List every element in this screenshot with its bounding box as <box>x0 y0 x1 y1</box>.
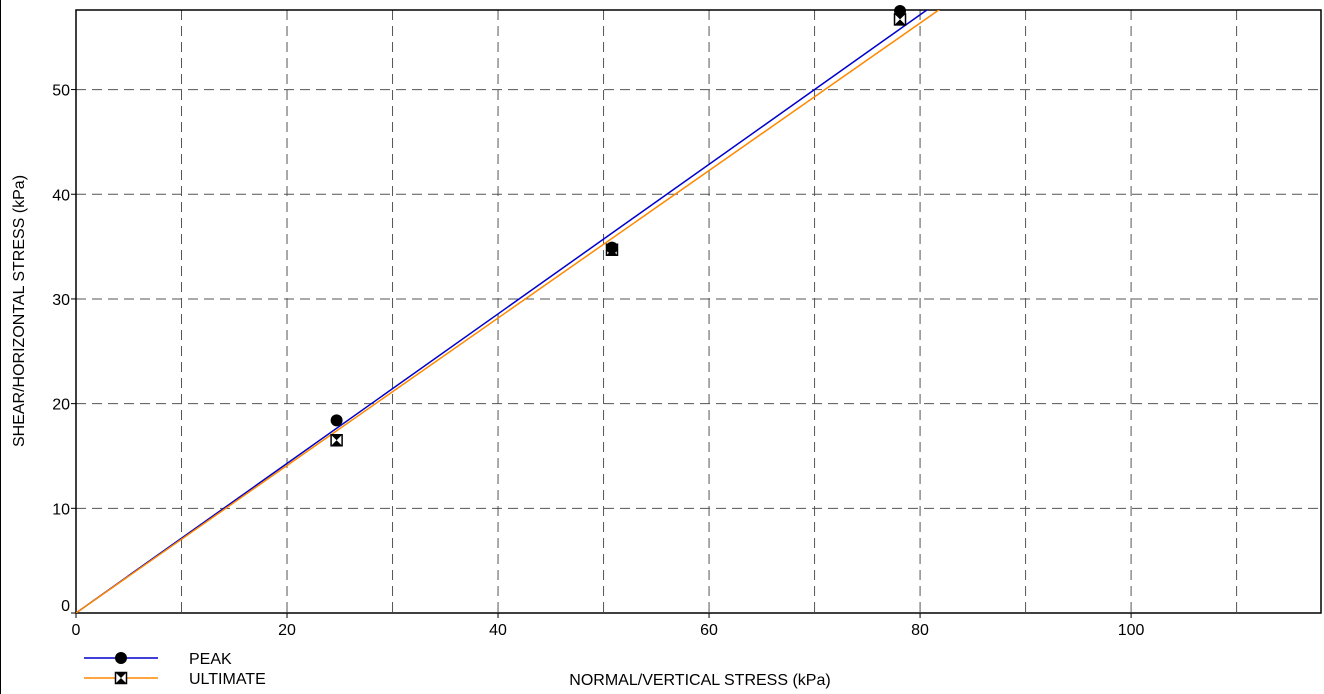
marker-bowtie <box>894 13 906 25</box>
x-tick-label: 100 <box>1118 622 1145 639</box>
point-ultimate <box>330 434 343 447</box>
y-tick-label: 30 <box>52 292 70 309</box>
point-peak <box>330 414 343 427</box>
y-tick-label: 10 <box>52 501 70 518</box>
plot-frame <box>75 9 1322 614</box>
point-peak <box>605 241 618 254</box>
y-axis-ticks: 0 10 20 30 40 50 <box>52 83 76 615</box>
y-tick-label: 40 <box>52 187 70 204</box>
fit-line-peak <box>76 10 929 613</box>
grid <box>76 10 1321 613</box>
legend-label: PEAK <box>189 651 232 668</box>
x-axis-ticks: 0 20 40 60 80 100 <box>72 613 1145 639</box>
x-tick-label: 40 <box>489 622 507 639</box>
legend-marker-peak <box>115 652 127 664</box>
x-tick-label: 20 <box>278 622 296 639</box>
y-axis-label: SHEAR/HORIZONTAL STRESS (kPa) <box>11 175 28 447</box>
y-tick-label: 0 <box>61 598 70 615</box>
marker-bowtie <box>115 672 127 684</box>
x-axis-label: NORMAL/VERTICAL STRESS (kPa) <box>569 672 830 689</box>
y-tick-label: 20 <box>52 397 70 414</box>
x-tick-label: 0 <box>72 622 81 639</box>
x-tick-label: 80 <box>911 622 929 639</box>
fit-lines <box>76 10 941 613</box>
data-points <box>330 5 907 447</box>
y-tick-label: 50 <box>52 83 70 100</box>
legend-marker-ultimate <box>114 671 128 685</box>
point-peak <box>894 5 907 18</box>
fit-line-ultimate <box>76 10 941 613</box>
legend: PEAK ULTIMATE <box>84 651 266 688</box>
legend-label: ULTIMATE <box>189 671 266 688</box>
x-tick-label: 60 <box>700 622 718 639</box>
marker-bowtie <box>331 434 343 446</box>
